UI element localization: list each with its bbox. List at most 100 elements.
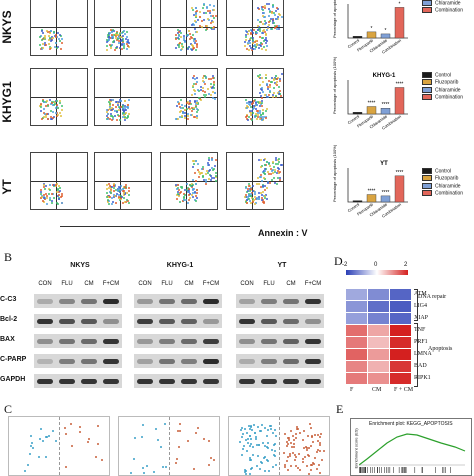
flow-plot xyxy=(30,0,88,56)
flow-event-dot xyxy=(127,42,130,45)
flow-event-dot xyxy=(49,30,52,33)
scatter-point xyxy=(319,449,322,452)
flow-event-dot xyxy=(260,6,263,9)
flow-event-dot xyxy=(106,183,109,186)
flow-event-dot xyxy=(201,25,204,28)
flow-event-dot xyxy=(107,199,110,202)
flow-event-dot xyxy=(274,95,277,97)
scatter-point xyxy=(287,469,290,472)
flow-event-dot xyxy=(257,19,260,22)
flow-event-dot xyxy=(212,77,215,80)
flow-event-dot xyxy=(202,94,205,97)
flow-event-dot xyxy=(177,118,180,121)
wb-band xyxy=(37,299,53,304)
flow-event-dot xyxy=(51,38,54,41)
flow-event-dot xyxy=(261,118,264,121)
scatter-point xyxy=(302,439,305,442)
flow-event-dot xyxy=(264,30,267,33)
wb-band xyxy=(203,319,219,324)
wb-lane-label: CON xyxy=(38,281,52,287)
flow-event-dot xyxy=(192,166,195,169)
flow-event-dot xyxy=(251,185,254,188)
scatter-point xyxy=(142,466,145,469)
flow-event-dot xyxy=(266,3,269,6)
scatter-point xyxy=(162,465,165,468)
flow-event-dot xyxy=(196,30,199,33)
flow-event-dot xyxy=(260,114,263,117)
scatter-point xyxy=(266,441,269,444)
wb-band xyxy=(37,339,53,344)
flow-event-dot xyxy=(56,36,58,39)
flow-event-dot xyxy=(119,39,122,42)
flow-event-dot xyxy=(209,178,212,181)
flow-event-dot xyxy=(179,31,182,34)
flow-event-dot xyxy=(51,201,54,204)
flow-event-dot xyxy=(195,83,198,86)
flow-event-dot xyxy=(214,15,217,18)
flow-event-dot xyxy=(244,40,247,43)
flow-event-dot xyxy=(125,42,128,45)
scale-mid: 0 xyxy=(374,262,378,268)
scatter-point xyxy=(269,427,272,430)
flow-event-dot xyxy=(106,38,108,41)
flow-event-dot xyxy=(48,38,51,41)
flow-event-dot xyxy=(262,9,265,12)
flow-event-dot xyxy=(119,107,122,110)
wb-band xyxy=(261,319,277,324)
flow-event-dot xyxy=(251,38,254,41)
scatter-point xyxy=(274,435,277,438)
flow-event-dot xyxy=(276,16,279,18)
flow-event-dot xyxy=(204,93,207,96)
wb-blot-strip xyxy=(134,294,222,308)
flow-event-dot xyxy=(260,77,263,80)
flow-event-dot xyxy=(122,196,125,199)
wb-blot-strip xyxy=(34,334,122,348)
flow-event-dot xyxy=(182,196,185,199)
flow-event-dot xyxy=(53,34,56,37)
significance-mark: **** xyxy=(368,189,376,195)
heatmap-cell xyxy=(346,289,367,300)
flow-event-dot xyxy=(256,44,259,47)
flow-event-dot xyxy=(121,107,124,110)
scatter-plot xyxy=(8,416,110,476)
flow-event-dot xyxy=(192,107,195,110)
flow-event-dot xyxy=(253,114,256,117)
scatter-point xyxy=(258,444,261,447)
flow-event-dot xyxy=(247,102,250,105)
heatmap-gene-label: PRF1 xyxy=(414,339,428,345)
scatter-point xyxy=(288,437,291,440)
flow-event-dot xyxy=(126,117,129,120)
flow-event-dot xyxy=(51,103,54,106)
flow-event-dot xyxy=(112,29,115,31)
flow-event-dot xyxy=(54,100,57,103)
flow-event-dot xyxy=(265,116,268,119)
scatter-point xyxy=(45,456,48,459)
flow-event-dot xyxy=(50,101,53,104)
scatter-point xyxy=(309,423,312,426)
flow-event-dot xyxy=(279,177,282,180)
flow-event-dot xyxy=(252,44,255,47)
flow-event-dot xyxy=(202,7,205,10)
flow-event-dot xyxy=(254,202,257,205)
flow-event-dot xyxy=(124,193,127,196)
flow-event-dot xyxy=(207,169,210,172)
flow-event-dot xyxy=(258,7,261,10)
scatter-point xyxy=(305,465,308,468)
bar xyxy=(380,33,391,39)
flow-event-dot xyxy=(48,184,51,187)
flow-event-dot xyxy=(267,20,270,23)
scatter-point xyxy=(298,469,301,472)
flow-event-dot xyxy=(181,111,184,114)
flow-event-dot xyxy=(122,115,125,118)
flow-event-dot xyxy=(248,115,251,118)
flow-event-dot xyxy=(125,106,128,109)
flow-event-dot xyxy=(207,10,210,13)
scatter-point xyxy=(310,463,313,466)
flow-event-dot xyxy=(263,11,266,14)
flow-event-dot xyxy=(274,9,277,12)
flow-event-dot xyxy=(46,105,49,108)
scatter-point xyxy=(308,447,311,450)
flow-event-dot xyxy=(248,48,251,51)
flow-event-dot xyxy=(264,167,267,170)
flow-event-dot xyxy=(180,186,183,189)
